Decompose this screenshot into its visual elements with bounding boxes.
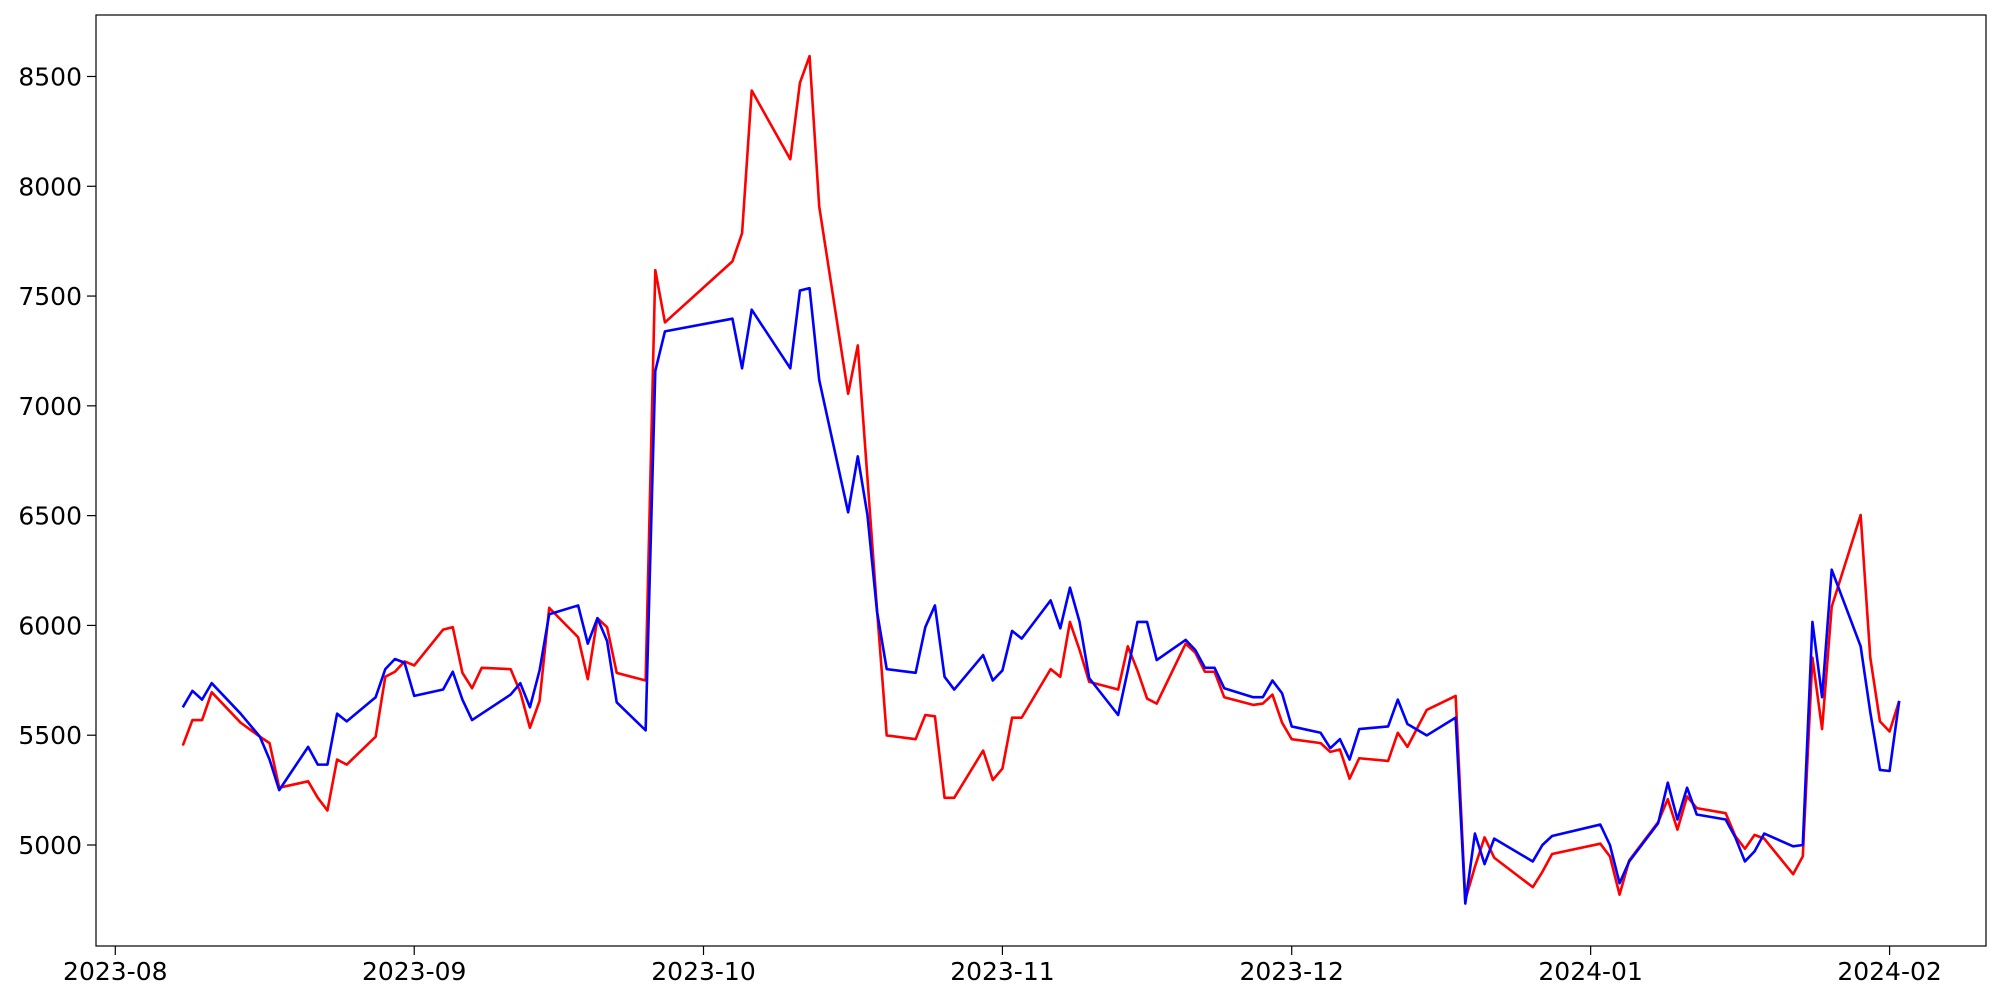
x-tick-label: 2024-02 [1837,957,1941,986]
y-tick-label: 5500 [18,721,82,750]
plot-frame [95,14,1987,947]
x-tick-label: 2023-08 [63,957,167,986]
y-tick-label: 8000 [18,172,82,201]
y-tick-label: 6500 [18,502,82,531]
line [181,286,1901,905]
x-tick-label: 2023-09 [362,957,466,986]
x-tick-label: 2024-01 [1538,957,1642,986]
y-tick-label: 7000 [18,392,82,421]
x-tick-label: 2023-12 [1239,957,1343,986]
y-tick-label: 7500 [18,282,82,311]
y-tick-label: 6000 [18,611,82,640]
y-tick-label: 5000 [18,831,82,860]
x-tick-label: 2023-10 [651,957,755,986]
y-tick-label: 8500 [18,62,82,91]
x-tick-label: 2023-11 [950,957,1054,986]
